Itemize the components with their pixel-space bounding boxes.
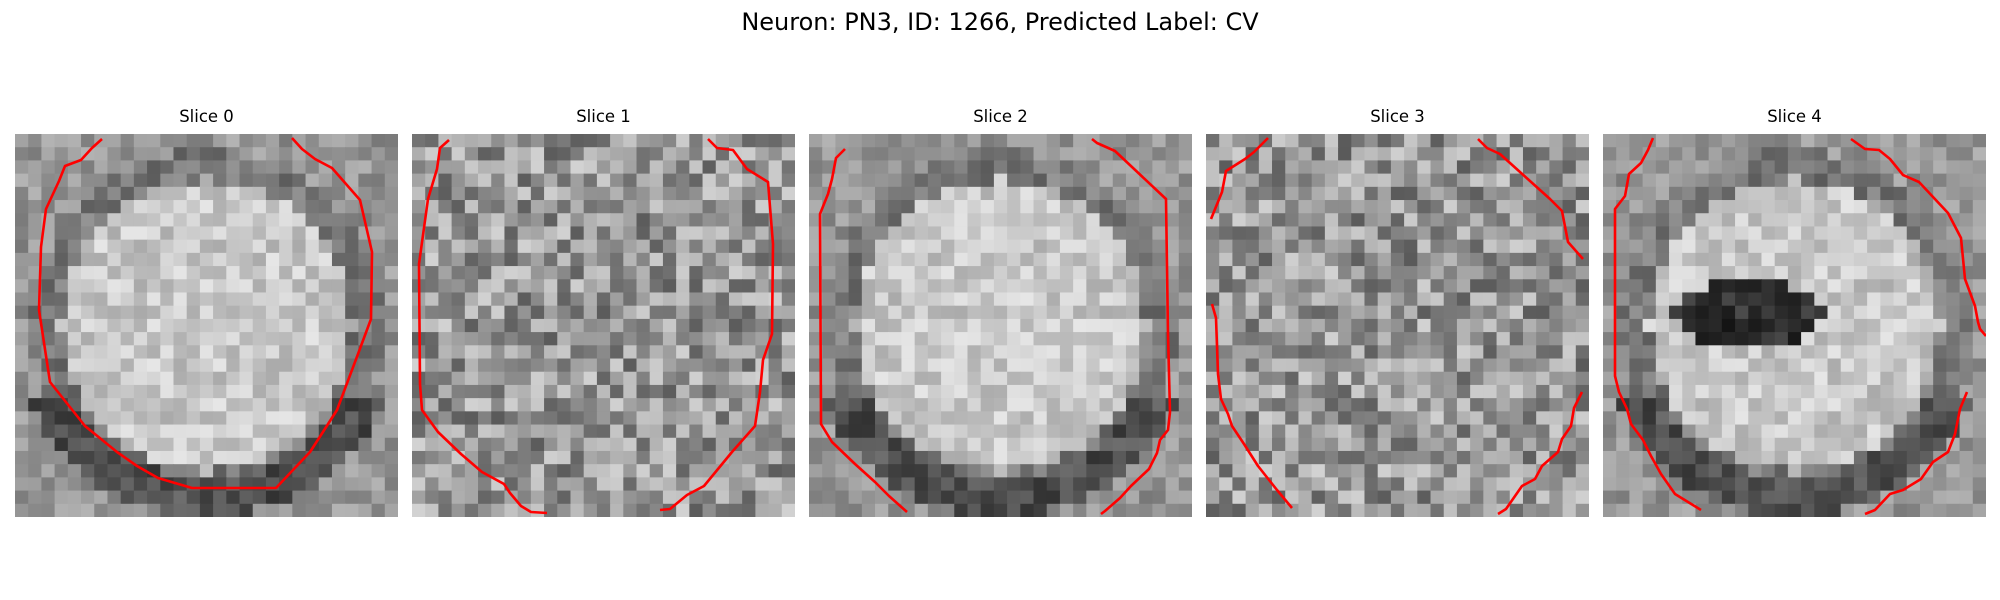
slice-pixels-2: [809, 134, 1192, 517]
slice-image-0: [15, 134, 398, 517]
slice-title-1: Slice 1: [412, 107, 795, 126]
slice-panel-2: Slice 2: [809, 134, 1192, 517]
slice-panel-1: Slice 1: [412, 134, 795, 517]
slice-title-0: Slice 0: [15, 107, 398, 126]
slice-image-4: [1603, 134, 1986, 517]
slice-image-3: [1206, 134, 1589, 517]
slice-panel-0: Slice 0: [15, 134, 398, 517]
slice-panel-3: Slice 3: [1206, 134, 1589, 517]
slice-pixels-0: [15, 134, 398, 517]
slice-image-2: [809, 134, 1192, 517]
figure-title: Neuron: PN3, ID: 1266, Predicted Label: …: [0, 8, 2000, 36]
slice-title-3: Slice 3: [1206, 107, 1589, 126]
slice-title-2: Slice 2: [809, 107, 1192, 126]
slice-title-4: Slice 4: [1603, 107, 1986, 126]
slice-image-1: [412, 134, 795, 517]
slice-pixels-3: [1206, 134, 1589, 517]
slice-panel-4: Slice 4: [1603, 134, 1986, 517]
